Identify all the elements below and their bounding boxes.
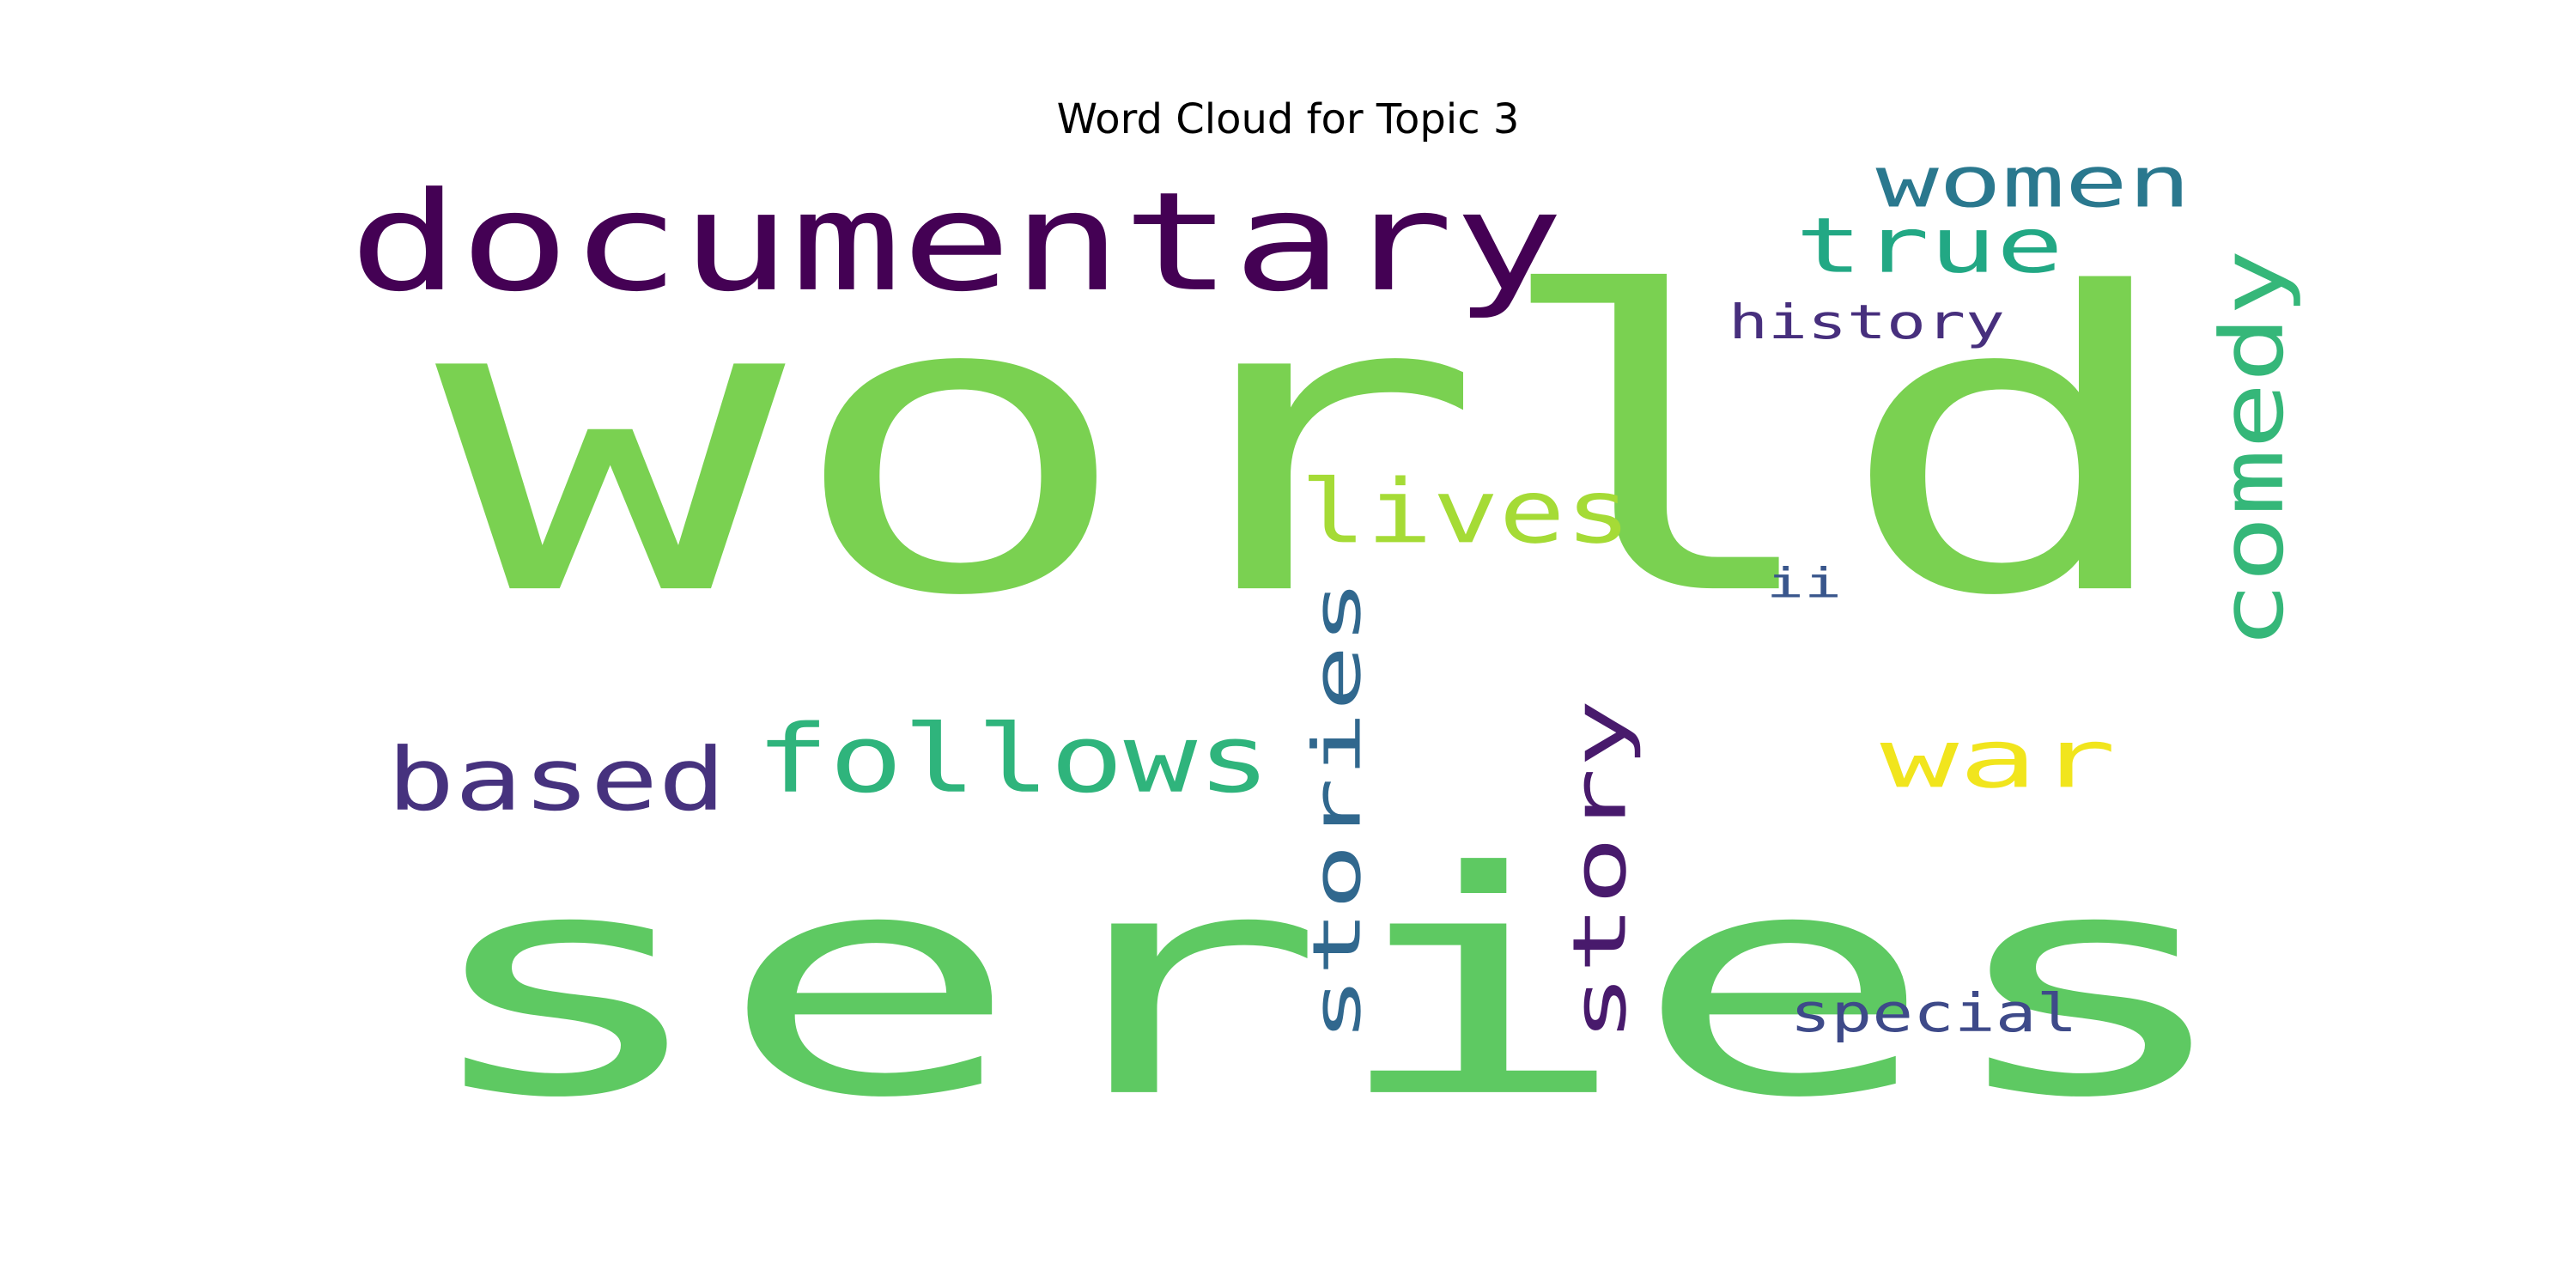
word-series: series xyxy=(412,806,2241,1165)
word-documentary: documentary xyxy=(349,163,1564,322)
word-women: women xyxy=(1876,142,2191,224)
word-ii: ii xyxy=(1766,559,1842,607)
word-world: world xyxy=(435,208,2185,686)
word-comedy: comedy xyxy=(2202,249,2303,649)
word-stories: stories xyxy=(1298,579,1376,1042)
word-based: based xyxy=(387,729,726,830)
word-history: history xyxy=(1728,295,2005,350)
word-story: story xyxy=(1558,699,1643,1042)
word-lives: lives xyxy=(1300,461,1631,563)
chart-title: Word Cloud for Topic 3 xyxy=(1056,95,1520,143)
word-war: war xyxy=(1880,712,2117,805)
word-follows: follows xyxy=(756,704,1271,814)
word-true: true xyxy=(1795,202,2063,290)
word-special: special xyxy=(1790,982,2078,1044)
